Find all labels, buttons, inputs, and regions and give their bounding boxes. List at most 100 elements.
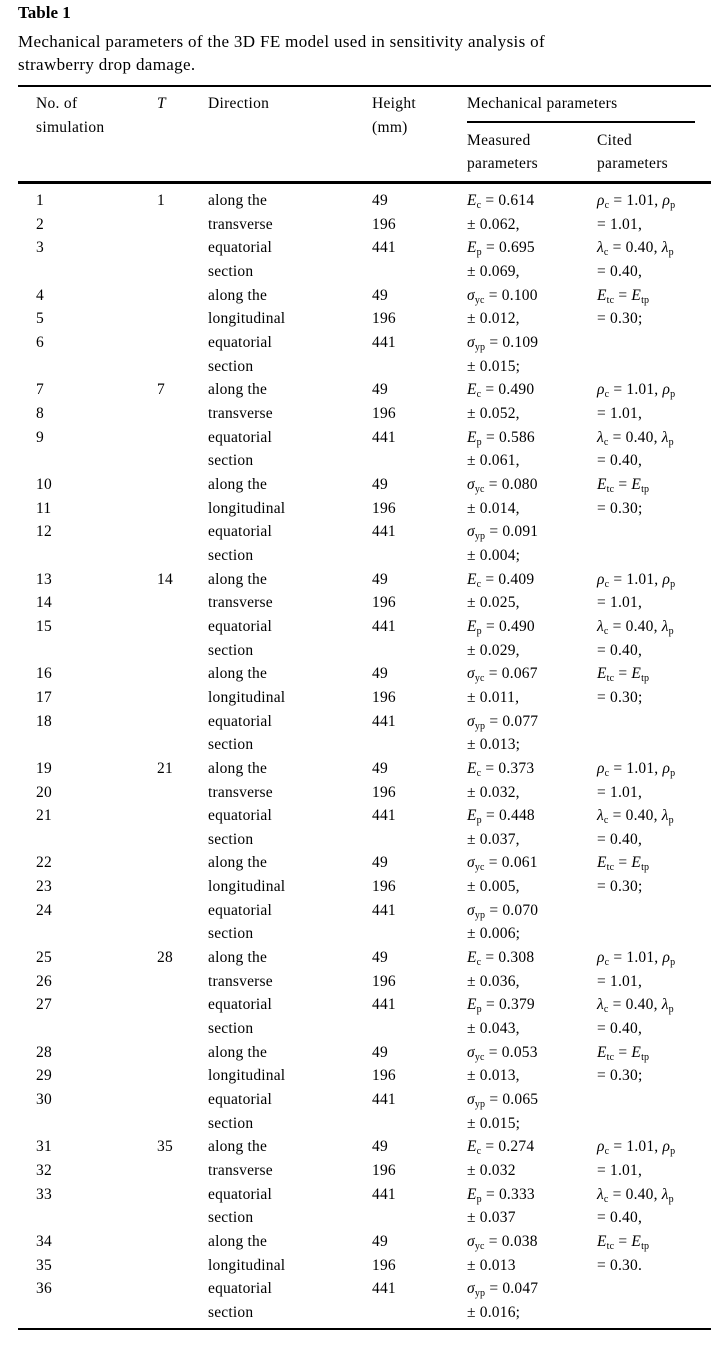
subscript: c <box>604 767 610 779</box>
value: = 0.061 <box>484 854 538 872</box>
value: ± 0.025, <box>467 594 520 612</box>
value: = 1.01, <box>597 783 643 801</box>
subscript: tc <box>606 1051 615 1063</box>
table-label: Table 1 <box>18 3 71 22</box>
symbol: ρ <box>662 949 671 967</box>
symbol: ρ <box>662 1138 671 1156</box>
cited-parameter: λc = 0.40, λp <box>597 995 674 1015</box>
simulation-number: 1 <box>36 192 44 209</box>
height-value: 49 <box>372 192 388 209</box>
height-value: 441 <box>372 1280 396 1298</box>
height-value: 196 <box>372 1162 396 1180</box>
symbol: E <box>631 475 642 493</box>
cited-parameter: Etc = Etp <box>597 286 649 306</box>
value: = 0.080 <box>484 475 538 493</box>
direction-text: transverse <box>208 594 273 612</box>
value: ± 0.015; <box>467 1114 521 1132</box>
direction-text: equatorial <box>208 523 272 541</box>
symbol: σ <box>467 475 475 493</box>
cited-parameter: λc = 0.40, λp <box>597 428 674 448</box>
height-value: 49 <box>372 1138 388 1156</box>
top-rule <box>18 85 711 87</box>
height-value: 49 <box>372 759 388 777</box>
measured-parameter: σyc = 0.100 <box>467 286 538 306</box>
value: = 0.40, <box>608 1185 662 1203</box>
measured-parameter: ± 0.061, <box>467 451 520 471</box>
height-value: 196 <box>372 972 396 990</box>
simulation-number: 32 <box>36 1162 52 1180</box>
simulation-number: 15 <box>36 617 52 635</box>
measured-parameter: ± 0.013, <box>467 1066 520 1086</box>
simulation-number: 26 <box>36 972 52 990</box>
measured-parameter: ± 0.013 <box>467 1256 516 1276</box>
value: = 1.01, <box>597 404 643 422</box>
measured-parameter: Ec = 0.274 <box>467 1137 534 1157</box>
measured-parameter: ± 0.006; <box>467 924 520 944</box>
header-mechanical: Mechanical parameters <box>467 95 618 112</box>
height-value: 49 <box>372 854 388 872</box>
cited-parameter: = 0.40, <box>597 1019 642 1039</box>
symbol: σ <box>467 1091 475 1109</box>
measured-parameter: ± 0.062, <box>467 215 520 235</box>
simulation-number: 12 <box>36 523 52 541</box>
direction-text: section <box>208 925 254 943</box>
measured-parameter: ± 0.069, <box>467 262 520 282</box>
subscript: c <box>604 1146 610 1158</box>
simulation-number: 35 <box>36 1256 52 1274</box>
symbol: σ <box>467 665 475 683</box>
subscript: p <box>670 578 676 590</box>
subscript: tp <box>641 862 650 874</box>
value: = 0.109 <box>485 333 539 351</box>
cited-parameter: = 0.40, <box>597 641 642 661</box>
value: ± 0.013, <box>467 1067 520 1085</box>
symbol: λ <box>597 239 604 257</box>
direction-text: section <box>208 546 254 564</box>
cited-parameter: ρc = 1.01, ρp <box>597 759 675 779</box>
symbol: σ <box>467 523 475 541</box>
measured-parameter: Ep = 0.448 <box>467 806 535 826</box>
simulation-number: 19 <box>36 759 52 777</box>
subscript: p <box>668 1004 674 1016</box>
value: = 0.379 <box>481 996 535 1014</box>
subscript: c <box>603 815 609 827</box>
subscript: tc <box>606 294 615 306</box>
header-no-line2: simulation <box>36 119 105 136</box>
measured-parameter: Ec = 0.490 <box>467 380 534 400</box>
value: = 0.490 <box>481 381 535 399</box>
height-value: 441 <box>372 617 396 635</box>
symbol: E <box>467 949 477 967</box>
subscript: yp <box>474 531 486 543</box>
subscript: c <box>604 578 610 590</box>
value: ± 0.032, <box>467 783 520 801</box>
simulation-number: 5 <box>36 310 44 328</box>
subscript: yp <box>474 720 486 732</box>
direction-text: section <box>208 357 254 375</box>
measured-parameter: ± 0.043, <box>467 1019 520 1039</box>
direction-text: along the <box>208 570 268 588</box>
cited-parameter: ρc = 1.01, ρp <box>597 191 675 211</box>
t-value: 28 <box>157 949 173 967</box>
symbol: λ <box>597 1185 604 1203</box>
value: = 0.053 <box>484 1043 538 1061</box>
symbol: E <box>467 570 477 588</box>
value: = 0.40, <box>597 830 643 848</box>
height-value: 441 <box>372 239 396 257</box>
symbol: E <box>597 286 607 304</box>
value: ± 0.062, <box>467 215 520 233</box>
value: = <box>614 1233 632 1251</box>
subscript: p <box>476 247 482 259</box>
cited-parameter: = 0.30; <box>597 310 643 328</box>
symbol: λ <box>661 428 669 446</box>
measured-parameter: σyp = 0.065 <box>467 1090 538 1110</box>
header-no-line1: No. of <box>36 95 78 112</box>
simulation-number: 7 <box>36 381 44 399</box>
value: ± 0.016; <box>467 1304 521 1322</box>
value: ± 0.032 <box>467 1162 516 1180</box>
symbol: E <box>467 428 477 446</box>
symbol: σ <box>467 333 475 351</box>
subscript: c <box>604 200 610 211</box>
cited-parameter: ρc = 1.01, ρp <box>597 1137 675 1157</box>
mechanical-subrule <box>467 121 695 123</box>
value: = 0.40, <box>597 641 643 659</box>
symbol: ρ <box>662 759 671 777</box>
